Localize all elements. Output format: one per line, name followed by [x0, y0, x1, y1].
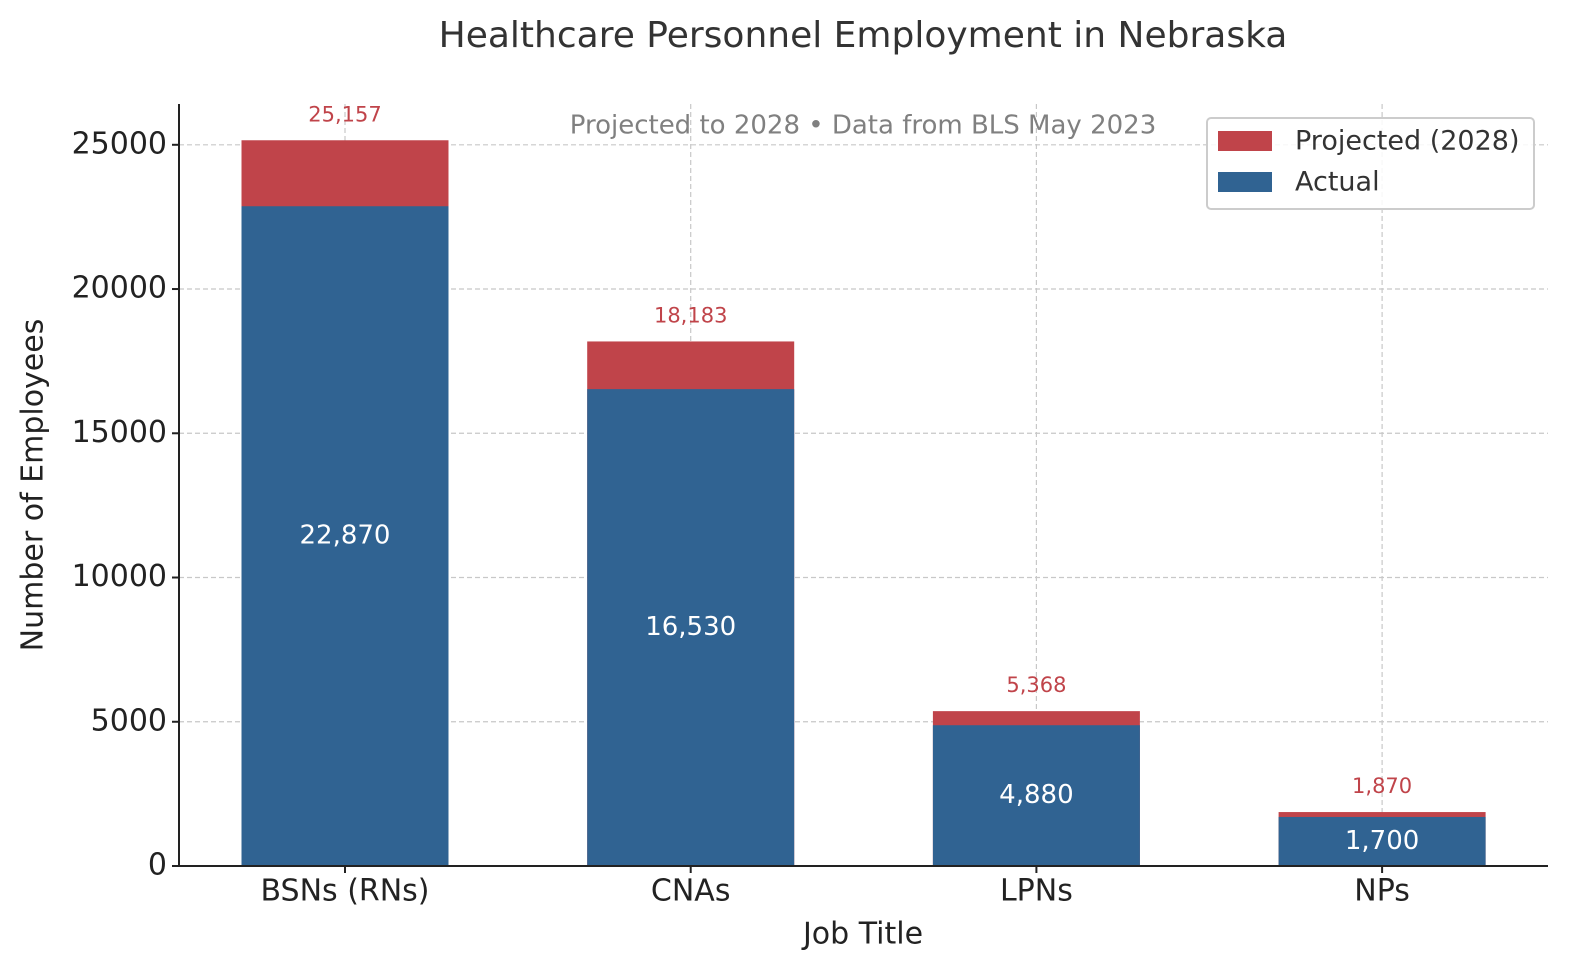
value-label: 5,368 — [1006, 673, 1066, 697]
y-axis-label: Number of Employees — [16, 319, 51, 652]
x-tick-label: NPs — [1354, 874, 1410, 909]
bars — [241, 140, 1486, 867]
value-label: 16,530 — [645, 612, 736, 642]
legend-label: Actual — [1295, 167, 1380, 198]
value-label: 4,880 — [999, 780, 1073, 810]
bar — [1278, 816, 1486, 866]
value-label: 1,870 — [1352, 774, 1412, 798]
legend-box — [1206, 117, 1535, 210]
legend-swatch — [1218, 172, 1272, 192]
value-label: 25,157 — [308, 102, 381, 126]
bar — [587, 389, 795, 866]
y-tick-label: 5000 — [91, 703, 167, 738]
value-label: 22,870 — [300, 521, 391, 551]
y-tick-label: 0 — [148, 848, 167, 883]
legend-swatch — [1218, 131, 1272, 151]
y-tick-label: 15000 — [72, 415, 167, 450]
legend-label: Projected (2028) — [1295, 126, 1520, 157]
y-tick-label: 10000 — [72, 559, 167, 594]
y-tick-label: 25000 — [72, 126, 167, 161]
x-axis-label: Job Title — [801, 917, 923, 952]
x-tick-label: LPNs — [1000, 874, 1073, 909]
y-tick-label: 20000 — [72, 271, 167, 306]
labels: BSNs (RNs) CNAs LPNs NPs 25,157 18,183 5,368 1,… — [260, 102, 1419, 908]
value-label: 1,700 — [1345, 826, 1419, 856]
value-label: 18,183 — [654, 303, 727, 327]
bar — [241, 206, 449, 866]
subtitle: Projected to 2028 • Data from BLS May 20… — [570, 111, 1157, 141]
chart-title: Healthcare Personnel Employment in Nebra… — [439, 15, 1288, 56]
legend: Projected (2028) Actual — [1206, 117, 1535, 210]
x-tick-label: BSNs (RNs) — [260, 874, 429, 909]
bar — [932, 725, 1140, 866]
x-tick-label: CNAs — [651, 874, 731, 909]
